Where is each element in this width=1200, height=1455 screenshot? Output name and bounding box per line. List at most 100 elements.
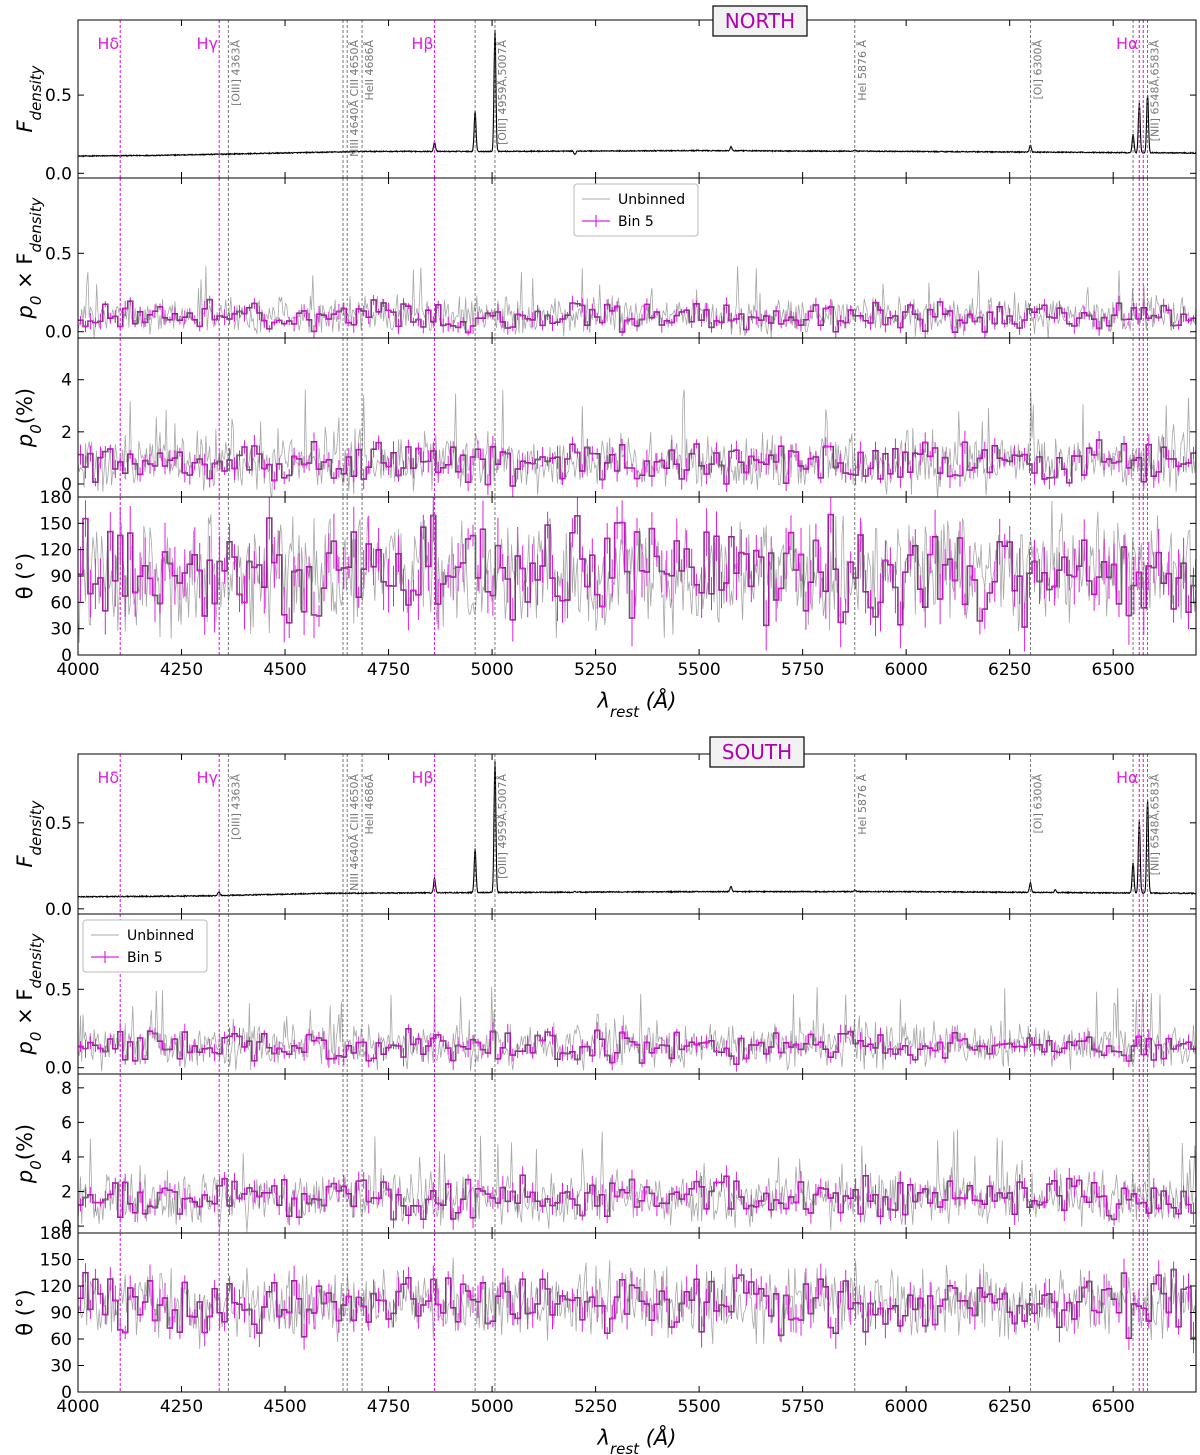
x-tick-label: 6250 <box>988 660 1031 680</box>
panel-theta: 0 30 60 90 120 150 180 θ (°) <box>13 1224 1197 1403</box>
x-axis-label: λrest (Å) <box>597 1424 677 1455</box>
y-tick-label: 60 <box>50 593 72 613</box>
emission-line-label: [OI] 6300Å <box>1031 40 1044 100</box>
balmer-label: Hα <box>1116 34 1139 53</box>
emission-line-label: HeII 4686Å <box>363 40 376 101</box>
emission-line-label: [OIII] 4363Å <box>229 774 242 840</box>
balmer-label: Hδ <box>97 34 119 53</box>
balmer-label: Hβ <box>411 34 433 53</box>
x-tick-label: 6000 <box>885 1397 928 1417</box>
legend-unbinned-label: Unbinned <box>618 192 685 208</box>
x-tick-label: 4750 <box>367 1397 410 1417</box>
y-tick-label: 0.0 <box>45 1059 72 1079</box>
flux-spectrum-line <box>78 761 1196 899</box>
emission-line-label: HeII 4686Å <box>363 774 376 835</box>
bin5-step-line <box>78 514 1196 628</box>
x-tick-label: 5250 <box>574 660 617 680</box>
balmer-label: Hγ <box>196 768 218 787</box>
y-tick-label: 0 <box>61 1217 72 1237</box>
x-tick-label: 5750 <box>781 1397 824 1417</box>
panel-title: SOUTH <box>722 740 792 764</box>
emission-line-label: HeI 5876 Å <box>856 40 869 101</box>
y-tick-label: 2 <box>61 1183 72 1203</box>
panel-pflux: 0.0 0.5p0 × Fdensity Unbinned Bin 5 <box>13 913 1197 1079</box>
y-tick-label: 90 <box>50 567 72 587</box>
x-axis-label: λrest (Å) <box>597 687 677 721</box>
y-tick-label: 0 <box>61 475 72 495</box>
plot-area <box>78 914 1196 1074</box>
x-tick-label: 4750 <box>367 660 410 680</box>
y-tick-label: 0.0 <box>45 900 72 920</box>
x-tick-label: 4250 <box>160 660 203 680</box>
plot-area <box>78 20 1196 178</box>
y-tick-label: 0.0 <box>45 164 72 184</box>
emission-line-label: [OIII] 4959Å,5007Å <box>496 40 509 145</box>
emission-line-label: NIII 4640Å CIII 4650Å <box>348 40 361 157</box>
y-tick-label: 8 <box>61 1079 72 1099</box>
legend: Unbinned Bin 5 <box>82 919 208 973</box>
x-tick-label: 4000 <box>56 1397 99 1417</box>
y-tick-label: 0.5 <box>45 980 72 1000</box>
panel-title-box <box>712 5 808 37</box>
x-tick-label: 4250 <box>160 1397 203 1417</box>
emission-line-label: [NII] 6548Å,6583Å <box>1149 40 1162 142</box>
balmer-label: Hγ <box>196 34 218 53</box>
bin5-step-line <box>78 1174 1196 1220</box>
y-tick-label: 90 <box>50 1304 72 1324</box>
y-tick-label: 4 <box>61 371 72 391</box>
emission-line-label: [OI] 6300Å <box>1031 774 1044 834</box>
y-axis-label: p0 × Fdensity <box>13 196 45 319</box>
bin5-step-line <box>78 439 1196 487</box>
bin5-step-line <box>78 1028 1196 1065</box>
y-tick-label: 0 <box>61 1383 72 1403</box>
plot-area <box>78 754 1196 914</box>
bin5-step-line <box>78 1269 1196 1339</box>
unbinned-line <box>78 986 1196 1072</box>
y-tick-label: 0.5 <box>45 244 72 264</box>
y-tick-label: 4 <box>61 1148 72 1168</box>
plot-area <box>78 178 1196 338</box>
plot-area <box>78 1074 1196 1233</box>
y-tick-label: 0.5 <box>45 814 72 834</box>
emission-line-label: [OIII] 4363Å <box>229 40 242 106</box>
balmer-label: Hα <box>1116 768 1139 787</box>
y-tick-label: 0 <box>61 646 72 666</box>
y-tick-label: 30 <box>50 620 72 640</box>
unbinned-line <box>78 500 1196 643</box>
emission-line-label: [NII] 6548Å,6583Å <box>1149 774 1162 876</box>
y-tick-label: 30 <box>50 1357 72 1377</box>
balmer-label: Hβ <box>411 768 433 787</box>
y-axis-label: p0(%) <box>13 1124 45 1184</box>
x-tick-label: 4000 <box>56 660 99 680</box>
y-tick-label: 6 <box>61 1113 72 1133</box>
y-axis-label: Fdensity <box>13 799 45 867</box>
y-tick-label: 150 <box>40 514 72 534</box>
panel-theta: 0 30 60 90 120 150 180 θ (°) <box>13 488 1197 666</box>
emission-line-label: [OIII] 4959Å,5007Å <box>496 774 509 879</box>
x-tick-label: 4500 <box>263 1397 306 1417</box>
y-axis-label: p0(%) <box>13 388 45 448</box>
x-tick-label: 5000 <box>470 660 513 680</box>
panel-p0: 0 2 4 p0(%) <box>13 337 1197 498</box>
legend-unbinned-label: Unbinned <box>127 928 194 944</box>
unbinned-line <box>78 1126 1196 1233</box>
x-tick-label: 6500 <box>1092 1397 1135 1417</box>
plot-area <box>78 1233 1196 1392</box>
x-tick-label: 6250 <box>988 1397 1031 1417</box>
x-tick-label: 5000 <box>470 1397 513 1417</box>
panel-pflux: 0.0 0.5p0 × Fdensity Unbinned Bin 5 <box>13 177 1197 343</box>
y-tick-label: 120 <box>40 1277 72 1297</box>
legend-bin5-label: Bin 5 <box>127 950 163 966</box>
plot-area <box>78 497 1196 655</box>
legend-box <box>573 183 699 237</box>
y-axis-label: θ (°) <box>13 1289 37 1335</box>
y-axis-label: p0 × Fdensity <box>13 932 45 1055</box>
panel-title-box <box>709 736 805 768</box>
emission-line-label: NIII 4640Å CIII 4650Å <box>348 774 361 891</box>
x-tick-label: 4500 <box>263 660 306 680</box>
